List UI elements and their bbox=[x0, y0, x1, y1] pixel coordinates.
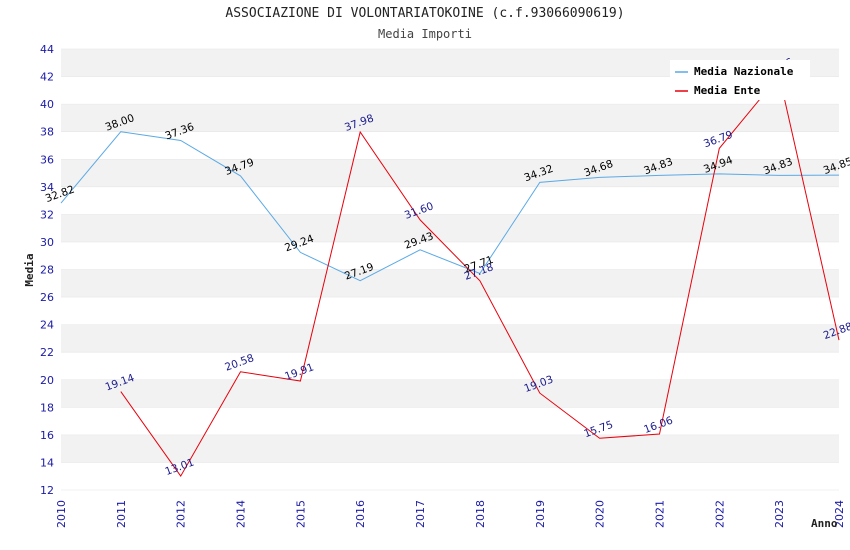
grid-bands bbox=[61, 48, 839, 491]
grid-band bbox=[61, 462, 839, 490]
x-tick-labels: 2010 2011 2012 2014 2015 2016 2017 2018 2019 2020… bbox=[55, 500, 846, 528]
grid-band bbox=[61, 241, 839, 270]
y-tick-label: 34 bbox=[40, 181, 54, 194]
y-tick-label: 40 bbox=[40, 98, 54, 111]
x-tick-label: 2022 bbox=[713, 500, 726, 528]
x-tick-label: 2024 bbox=[833, 500, 846, 528]
legend-box bbox=[670, 60, 810, 100]
series-line-media-nazionale bbox=[60, 131, 840, 282]
x-tick-label: 2014 bbox=[235, 500, 248, 528]
y-tick-label: 42 bbox=[40, 71, 54, 84]
x-tick-label: 2020 bbox=[594, 500, 607, 528]
y-tick-label: 44 bbox=[40, 43, 54, 56]
legend-label-media-nazionale: Media Nazionale bbox=[694, 65, 794, 78]
x-tick-label: 2019 bbox=[534, 500, 547, 528]
legend-label-media-ente: Media Ente bbox=[694, 84, 761, 97]
grid-band bbox=[61, 104, 839, 132]
y-tick-label: 24 bbox=[40, 319, 54, 332]
x-tick-label: 2021 bbox=[653, 500, 666, 528]
grid-band bbox=[61, 297, 839, 325]
x-axis-label: Anno bbox=[811, 517, 838, 530]
grid-band bbox=[61, 324, 839, 353]
y-tick-label: 32 bbox=[40, 208, 54, 221]
legend: Media Nazionale Media Ente bbox=[670, 60, 810, 100]
grid-band bbox=[61, 214, 839, 242]
grid-band bbox=[61, 407, 839, 435]
grid-band bbox=[61, 269, 839, 298]
y-tick-label: 14 bbox=[40, 456, 54, 469]
grid-band bbox=[61, 131, 839, 160]
x-tick-label: 2012 bbox=[175, 500, 188, 528]
x-tick-label: 2017 bbox=[414, 500, 427, 528]
grid-band bbox=[61, 434, 839, 463]
grid-band bbox=[61, 186, 839, 215]
x-tick-label: 2023 bbox=[773, 500, 786, 528]
y-tick-labels: 12 14 16 18 20 22 24 26 28 30 32 34 36 38 40 42 44 bbox=[40, 43, 54, 497]
x-tick-label: 2016 bbox=[354, 500, 367, 528]
grid-band bbox=[61, 352, 839, 380]
y-tick-label: 36 bbox=[40, 153, 54, 166]
x-tick-label: 2018 bbox=[474, 500, 487, 528]
y-tick-label: 26 bbox=[40, 291, 54, 304]
y-axis-label: Media bbox=[23, 253, 36, 286]
y-tick-label: 18 bbox=[40, 401, 54, 414]
chart-title: ASSOCIAZIONE DI VOLONTARIATOKOINE (c.f.9… bbox=[225, 6, 625, 21]
y-tick-label: 30 bbox=[40, 236, 54, 249]
series-line-media-ente bbox=[120, 74, 840, 478]
y-tick-label: 12 bbox=[40, 484, 54, 497]
chart-subtitle: Media Importi bbox=[378, 27, 472, 41]
x-tick-label: 2011 bbox=[115, 500, 128, 528]
y-tick-label: 22 bbox=[40, 346, 54, 359]
x-tick-label: 2015 bbox=[294, 500, 307, 528]
y-tick-label: 38 bbox=[40, 126, 54, 139]
y-tick-label: 16 bbox=[40, 429, 54, 442]
y-tick-label: 20 bbox=[40, 374, 54, 387]
x-tick-label: 2010 bbox=[55, 500, 68, 528]
series-lines bbox=[60, 74, 840, 478]
y-tick-label: 28 bbox=[40, 264, 54, 277]
grid-band bbox=[61, 159, 839, 187]
grid-band bbox=[61, 379, 839, 408]
